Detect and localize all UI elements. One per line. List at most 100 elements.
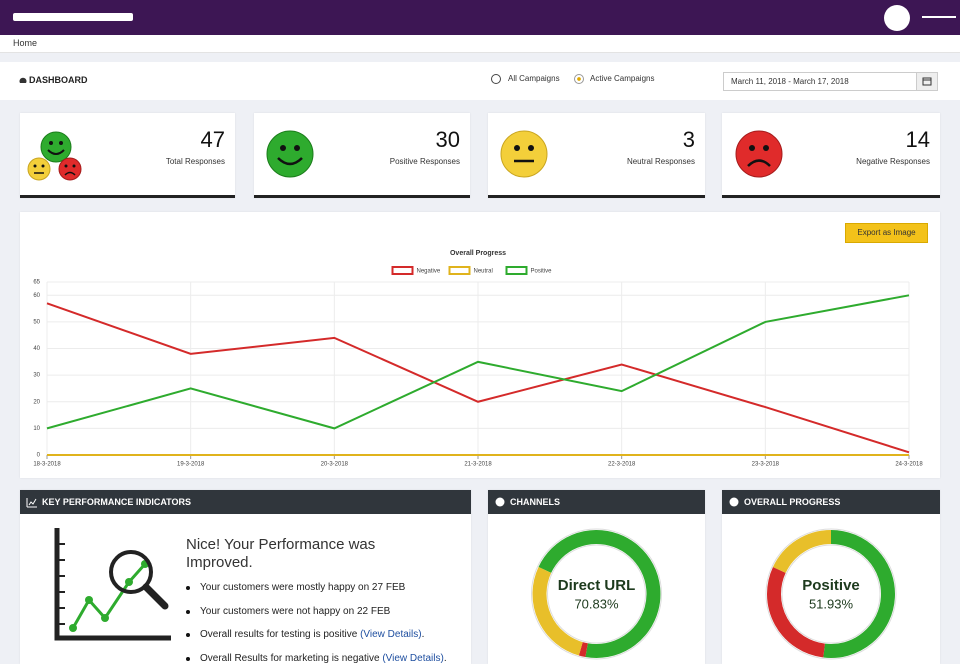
breadcrumb[interactable]: Home <box>13 38 38 48</box>
y-tick-label: 20 <box>33 399 40 405</box>
radio-label[interactable]: Active Campaigns <box>590 74 655 83</box>
chart-icon <box>26 498 37 508</box>
menu-button[interactable] <box>922 16 956 18</box>
donut-outline <box>531 528 662 660</box>
y-tick-label: 40 <box>33 346 40 352</box>
legend-label: Negative <box>417 269 441 275</box>
panel-header: OVERALL PROGRESS <box>722 490 940 514</box>
x-tick-label: 19-3-2018 <box>177 462 205 468</box>
donut-center-label: Positive <box>802 577 860 594</box>
kpi-punct: . <box>443 652 447 664</box>
kpi-item: Overall Results for marketing is negativ… <box>186 653 466 664</box>
kpi-item: Your customers were mostly happy on 27 F… <box>186 582 466 606</box>
x-tick-label: 18-3-2018 <box>33 462 61 468</box>
x-tick-label: 20-3-2018 <box>321 462 349 468</box>
kpi-heading: Nice! Your Performance was Improved. <box>186 536 376 571</box>
avatar[interactable] <box>884 5 910 31</box>
kpi-list: Your customers were mostly happy on 27 F… <box>186 582 466 664</box>
donut-segment <box>767 567 826 658</box>
kpi-text: Overall Results for marketing is negativ… <box>200 652 380 664</box>
series-line <box>46 294 910 430</box>
x-tick-label: 22-3-2018 <box>608 462 636 468</box>
stat-value: 47 <box>200 127 225 152</box>
donut-segment <box>823 530 895 658</box>
donut-outline <box>781 544 881 644</box>
chart-panel: Export as Image Overall Progress 0 10 20 30… <box>20 212 940 478</box>
stat-value: 3 <box>682 127 695 152</box>
legend-label: Positive <box>531 269 553 275</box>
donut-outline <box>765 528 897 660</box>
overall-panel: OVERALL PROGRESS Positive 51.93% <box>722 490 940 664</box>
view-details-link[interactable]: (View Details) <box>360 629 422 640</box>
stat-label: Positive Responses <box>389 157 460 166</box>
x-tick-label: 21-3-2018 <box>464 462 492 468</box>
stat-label: Negative Responses <box>856 157 930 166</box>
kpi-illustration <box>54 528 171 641</box>
kpi-item: Overall results for testing is positive … <box>186 629 466 653</box>
stat-card: 30 Positive Responses <box>254 113 470 198</box>
chart-title: Overall Progress <box>450 250 506 257</box>
stat-label: Neutral Responses <box>626 157 695 166</box>
legend-swatch <box>505 266 528 275</box>
y-tick-label: 10 <box>33 426 40 432</box>
donut-outline <box>547 544 646 644</box>
y-tick-label: 30 <box>33 373 40 379</box>
calendar-button[interactable] <box>916 73 937 90</box>
donut-segment <box>772 530 832 574</box>
donut-segment <box>538 530 661 658</box>
legend-label: Neutral <box>474 269 493 275</box>
kpi-text: Your customers were not happy on 22 FEB <box>200 605 391 617</box>
y-tick-label: 0 <box>37 453 41 459</box>
dashboard-bar: DASHBOARD All Campaigns Active Campaigns… <box>0 62 960 100</box>
radio-label[interactable]: All Campaigns <box>508 74 560 83</box>
series-line <box>46 302 910 454</box>
happy-face-icon <box>266 130 314 178</box>
top-bar <box>0 0 960 35</box>
channels-panel: CHANNELS Direct URL 70.83% <box>488 490 705 664</box>
radio-all[interactable] <box>491 74 501 84</box>
y-tick-label: 50 <box>33 320 40 326</box>
logo[interactable] <box>13 13 133 21</box>
mixed-faces-icon <box>27 131 82 181</box>
panel-header: KEY PERFORMANCE INDICATORS <box>20 490 471 514</box>
stat-value: 14 <box>905 127 930 152</box>
neutral-face-icon <box>500 130 548 178</box>
kpi-text: Your customers were mostly happy on 27 F… <box>200 582 406 593</box>
kpi-punct: . <box>421 629 425 640</box>
date-range[interactable]: March 11, 2018 - March 17, 2018 <box>731 77 849 86</box>
pie-icon <box>729 497 739 507</box>
dashboard-icon <box>19 77 27 83</box>
view-details-link[interactable]: (View Details) <box>382 652 444 664</box>
line-chart: Overall Progress 0 10 20 30 40 50 60 65 18-3-201… <box>33 250 923 468</box>
export-button[interactable]: Export as Image <box>845 223 928 243</box>
stat-value: 30 <box>435 127 460 152</box>
donut-center-value: 70.83% <box>574 596 619 611</box>
donut-center-label: Direct URL <box>558 577 636 594</box>
date-picker[interactable]: March 11, 2018 - March 17, 2018 <box>723 72 938 91</box>
stat-card: 47 Total Responses <box>20 113 235 198</box>
stat-card: 3 Neutral Responses <box>488 113 705 198</box>
stat-label: Total Responses <box>165 157 225 166</box>
x-tick-label: 23-3-2018 <box>752 462 780 468</box>
donut-chart: Positive 51.93% <box>765 528 897 660</box>
kpi-text: Overall results for testing is positive <box>200 629 358 640</box>
y-tick-label: 65 <box>33 280 40 286</box>
breadcrumb-bar: Home <box>0 35 960 53</box>
pie-icon <box>495 497 505 507</box>
legend-swatch <box>391 266 414 275</box>
radio-active[interactable] <box>574 74 584 84</box>
x-tick-label: 24-3-2018 <box>895 462 923 468</box>
stat-card: 14 Negative Responses <box>722 113 940 198</box>
kpi-panel: KEY PERFORMANCE INDICATORS Nice! Your Pe… <box>20 490 471 664</box>
kpi-item: Your customers were not happy on 22 FEB <box>186 606 466 630</box>
donut-center-value: 51.93% <box>809 596 854 611</box>
page-title: DASHBOARD <box>29 75 88 85</box>
legend-swatch <box>448 266 471 275</box>
sad-face-icon <box>735 130 783 178</box>
donut-segment <box>578 642 588 658</box>
panel-header: CHANNELS <box>488 490 705 514</box>
donut-chart: Direct URL 70.83% <box>531 528 662 660</box>
calendar-icon <box>922 77 932 86</box>
y-tick-label: 60 <box>33 293 40 299</box>
